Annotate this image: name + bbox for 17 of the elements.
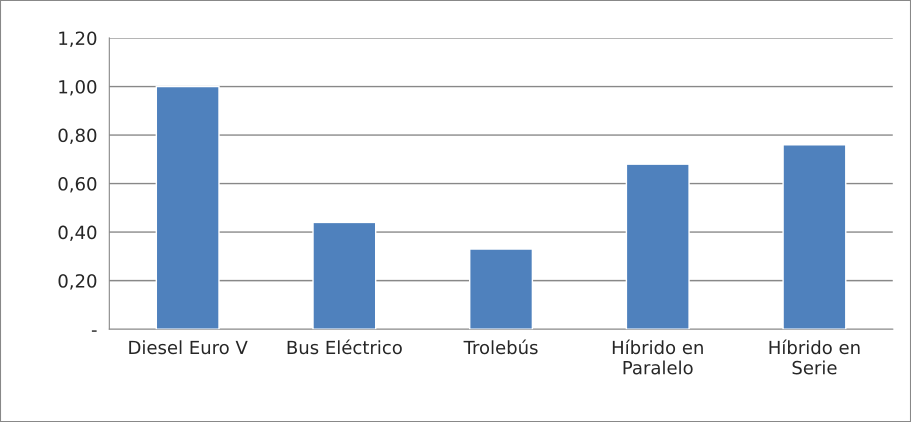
x-tick-label: Híbrido en Paralelo — [612, 340, 703, 374]
y-tick-label: 0,40 — [58, 226, 96, 242]
y-tick-label: 0,80 — [58, 128, 96, 144]
y-tick-label: 0,20 — [58, 274, 96, 290]
bar — [469, 248, 534, 330]
x-tick-label: Bus Eléctrico — [288, 340, 402, 354]
bar — [626, 163, 690, 330]
y-tick-label: 1,20 — [59, 31, 96, 47]
x-tick-label: Trolebús — [464, 340, 538, 354]
bar — [782, 144, 846, 330]
bar — [156, 86, 220, 330]
bar — [312, 222, 376, 330]
y-tick-label: 0,60 — [58, 177, 96, 193]
y-tick-label: - — [92, 330, 97, 332]
x-tick-label: Diesel Euro V — [129, 340, 248, 354]
y-tick-label: 1,00 — [59, 80, 96, 96]
x-tick-label: Híbrido en Serie — [770, 340, 860, 374]
